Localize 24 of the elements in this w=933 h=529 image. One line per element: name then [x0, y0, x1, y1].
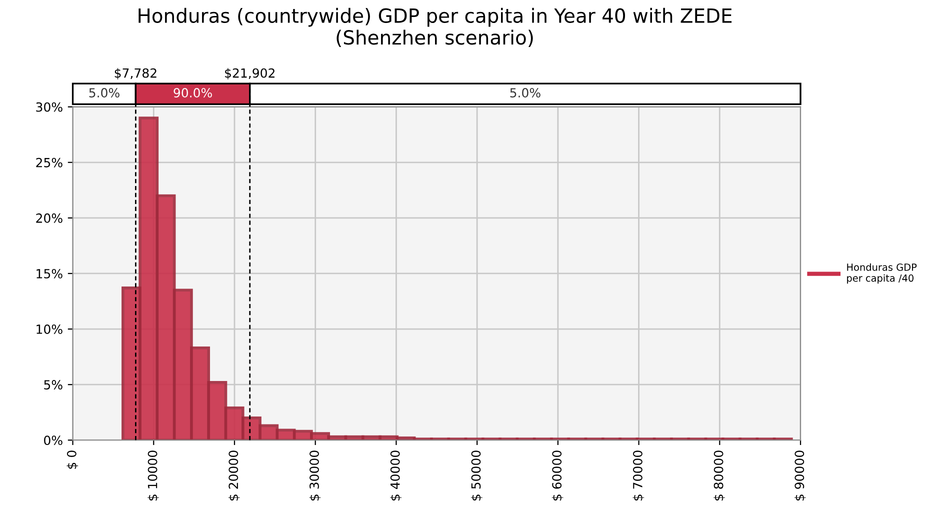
x-tick-label: $ 10000 [148, 450, 159, 501]
x-tick-label: $ 60000 [552, 450, 564, 501]
x-tick-label: $ 80000 [714, 450, 725, 501]
text: 5.0% [510, 88, 540, 98]
x-tick-label: $ 50000 [471, 450, 482, 501]
y-tick-label: 15% [36, 268, 62, 278]
text: 90.0% [174, 88, 212, 98]
ref-line-label: $7,782 [114, 68, 156, 80]
x-tick-label: $ 90000 [794, 450, 806, 501]
x-tick-label: $ 20000 [228, 450, 240, 501]
chart-title: Honduras (countrywide) GDP per capita in Year 40 with ZEDE (Shenzhen scenario) [138, 8, 732, 48]
y-tick-label: 0% [44, 436, 62, 446]
legend-label: Honduras GDP per capita /40 [847, 263, 917, 284]
y-tick-label: 5% [44, 380, 62, 390]
x-tick-label: $ 0 [66, 450, 78, 469]
x-tick-label: $ 70000 [632, 450, 644, 501]
y-tick-label: 30% [36, 102, 62, 112]
ref-line-label: $21,902 [225, 68, 274, 80]
y-tick-label: 20% [36, 213, 62, 223]
x-tick-label: $ 30000 [309, 450, 321, 501]
y-tick-label: 10% [36, 324, 62, 334]
y-tick-label: 25% [36, 158, 62, 168]
x-tick-label: $ 40000 [390, 450, 402, 501]
text: 5.0% [89, 88, 120, 98]
